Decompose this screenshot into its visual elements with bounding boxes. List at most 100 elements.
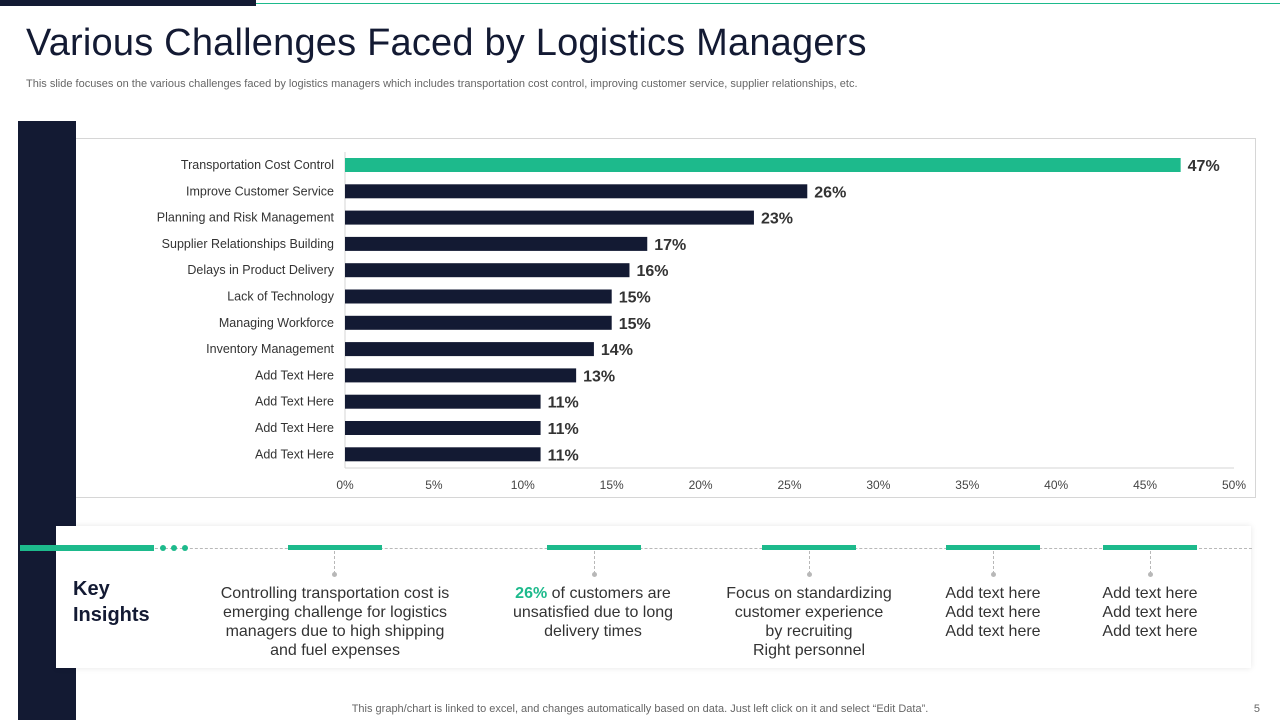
key-insights-heading: Key Insights	[73, 576, 150, 628]
bar	[345, 289, 612, 304]
x-tick-label: 25%	[777, 478, 801, 492]
x-tick-label: 15%	[600, 478, 624, 492]
bar	[345, 447, 541, 462]
x-tick-label: 50%	[1222, 478, 1246, 492]
y-tick-label: Delays in Product Delivery	[187, 263, 334, 277]
insight-line: Add text here	[1102, 604, 1198, 621]
insight-dot	[592, 572, 597, 577]
insight-line: of customers are	[547, 585, 671, 602]
insight-dot	[332, 572, 337, 577]
insight-line: Add text here	[1102, 623, 1198, 640]
bar	[345, 394, 541, 409]
insight-line: and fuel expenses	[270, 642, 400, 659]
insight-line: managers due to high shipping	[225, 623, 445, 640]
data-label: 26%	[814, 184, 846, 201]
insight-line: emerging challenge for logistics	[222, 604, 448, 621]
y-tick-label: Managing Workforce	[219, 316, 334, 330]
data-label: 11%	[548, 421, 579, 438]
insight-dot	[1148, 572, 1153, 577]
data-label: 13%	[583, 368, 615, 385]
insight-line: Add text here	[1102, 585, 1198, 602]
insight-item-5: Add text here Add text here Add text her…	[1080, 584, 1220, 641]
top-accent-bar	[0, 0, 256, 6]
insight-item-4: Add text here Add text here Add text her…	[923, 584, 1063, 641]
y-tick-label: Add Text Here	[255, 447, 334, 461]
insight-stem	[809, 551, 810, 574]
insight-line: unsatisfied due to long	[512, 604, 674, 621]
insight-stem	[594, 551, 595, 574]
insight-line: Controlling transportation cost is	[220, 585, 450, 602]
y-tick-label: Lack of Technology	[227, 290, 335, 304]
key-insights-card	[56, 526, 1251, 668]
data-label: 11%	[548, 395, 579, 412]
insight-stem	[334, 551, 335, 574]
insight-line: Add text here	[945, 585, 1041, 602]
insight-line: by recruiting	[765, 623, 853, 640]
bar	[345, 421, 541, 435]
x-tick-label: 35%	[955, 478, 979, 492]
bar	[345, 315, 612, 330]
y-tick-label: Planning and Risk Management	[157, 211, 335, 225]
data-label: 15%	[619, 290, 651, 307]
key-insights-heading-line1: Key	[73, 578, 110, 600]
top-accent-line	[256, 3, 1280, 4]
page-number: 5	[1253, 703, 1260, 715]
data-label: 47%	[1188, 158, 1220, 175]
insight-highlight-value: 26%	[515, 585, 548, 602]
timeline-dot	[160, 545, 166, 551]
insight-line: delivery times	[544, 623, 642, 640]
bar	[345, 184, 808, 199]
y-tick-label: Supplier Relationships Building	[162, 237, 334, 251]
y-tick-label: Improve Customer Service	[186, 184, 334, 198]
insight-stem	[993, 551, 994, 574]
y-tick-label: Inventory Management	[206, 342, 334, 356]
insight-marker	[547, 545, 641, 550]
insight-line: customer experience	[734, 604, 884, 621]
x-tick-label: 10%	[511, 478, 535, 492]
insight-marker	[1103, 545, 1197, 550]
bar	[345, 210, 754, 225]
page-title: Various Challenges Faced by Logistics Ma…	[26, 22, 867, 64]
key-insights-heading-line2: Insights	[73, 604, 150, 626]
y-tick-label: Transportation Cost Control	[181, 158, 334, 172]
insight-line: Add text here	[945, 623, 1041, 640]
bar	[345, 368, 577, 383]
insights-accent-bar	[20, 545, 154, 551]
y-tick-label: Add Text Here	[255, 421, 334, 435]
data-label: 16%	[636, 263, 668, 280]
insight-item-1: Controlling transportation cost is emerg…	[204, 584, 466, 660]
x-tick-label: 20%	[689, 478, 713, 492]
bar	[345, 342, 594, 357]
insight-dot	[807, 572, 812, 577]
y-tick-label: Add Text Here	[255, 395, 334, 409]
data-label: 23%	[761, 211, 793, 228]
page-subtitle: This slide focuses on the various challe…	[26, 78, 858, 90]
x-tick-label: 40%	[1044, 478, 1068, 492]
footer-note: This graph/chart is linked to excel, and…	[351, 703, 929, 715]
timeline-dot	[171, 545, 177, 551]
timeline-dot	[182, 545, 188, 551]
x-tick-label: 5%	[425, 478, 443, 492]
data-label: 14%	[601, 342, 633, 359]
insight-line: Right personnel	[752, 642, 866, 659]
data-label: 17%	[654, 237, 686, 254]
insight-stem	[1150, 551, 1151, 574]
insight-marker	[762, 545, 856, 550]
bar	[345, 236, 648, 251]
insight-item-3: Focus on standardizing customer experien…	[708, 584, 910, 660]
x-tick-label: 0%	[336, 478, 354, 492]
data-label: 11%	[548, 447, 579, 464]
bar	[345, 263, 630, 278]
insight-marker	[288, 545, 382, 550]
insight-item-2: 26% of customers are unsatisfied due to …	[478, 584, 708, 641]
insight-line: Add text here	[945, 604, 1041, 621]
insight-line: Focus on standardizing	[726, 585, 892, 602]
y-tick-label: Add Text Here	[255, 368, 334, 382]
data-label: 15%	[619, 316, 651, 333]
x-tick-label: 30%	[866, 478, 890, 492]
bar-chart[interactable]: 0% 5% 10% 15% 20% 25% 30% 35% 40% 45% 50% Transport…	[0, 0, 1280, 520]
bar	[345, 158, 1181, 172]
insight-marker	[946, 545, 1040, 550]
insight-dot	[991, 572, 996, 577]
x-tick-label: 45%	[1133, 478, 1157, 492]
